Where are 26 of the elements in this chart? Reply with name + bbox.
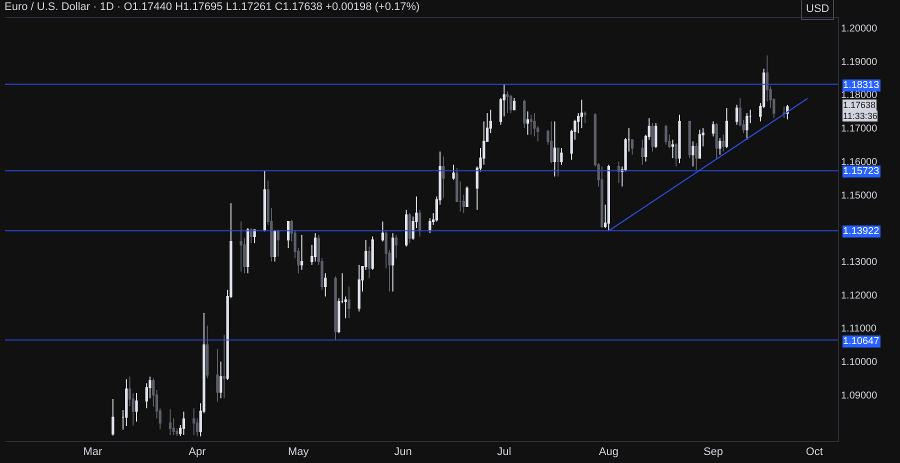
- y-tick-label: 1.10000: [841, 357, 878, 368]
- text: 1.17638: [843, 100, 876, 110]
- y-tick-label: 1.19000: [841, 56, 878, 68]
- y-tick-label: 1.20000: [841, 24, 878, 35]
- x-tick-label: May: [288, 446, 310, 458]
- ref-line-label: 1.10647: [843, 336, 880, 347]
- text: USD: [806, 3, 830, 15]
- y-tick-label: 1.17000: [841, 124, 878, 135]
- y-tick-label: 1.09000: [841, 390, 878, 402]
- x-tick-label: Sep: [703, 446, 724, 458]
- x-tick-label: Aug: [598, 446, 618, 458]
- x-tick-label: Jul: [497, 446, 512, 458]
- x-tick-label: Apr: [188, 446, 206, 458]
- x-tick-label: Oct: [806, 446, 823, 458]
- x-tick-label: Jun: [394, 446, 412, 458]
- y-tick-label: 1.12000: [841, 290, 878, 302]
- ref-line-label: 1.13922: [843, 226, 880, 237]
- y-tick-label: 1.15000: [841, 190, 878, 202]
- chart-title: Euro / U.S. Dollar · 1D · O1.17440 H1.17695 L1.17261 C1.17638 +0.00198 (+0.17%): [4, 1, 420, 14]
- x-tick-label: Mar: [83, 446, 102, 458]
- y-tick-label: 1.11000: [841, 324, 877, 335]
- text: 11:33:36: [843, 111, 878, 121]
- y-tick-label: 1.16000: [841, 156, 878, 168]
- ref-line-label: 1.18313: [843, 80, 880, 91]
- ref-line-label: 1.15723: [843, 166, 880, 177]
- y-tick-label: 1.13000: [841, 257, 878, 268]
